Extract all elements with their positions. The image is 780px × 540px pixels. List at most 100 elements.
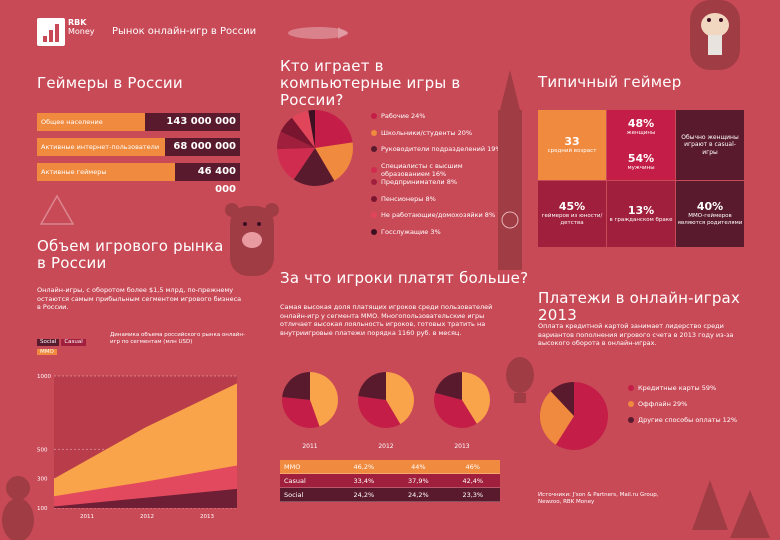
who-legend-item: Специалисты с высшим образованием 16% [371,162,511,178]
trees-icon [692,480,770,538]
table-cell: Casual [280,473,337,488]
legend-dot [371,146,377,152]
year-pie-2012-slice [358,372,386,400]
who-legend-item: Предприниматели 8% [371,178,457,186]
table-cell: 24,2% [336,487,392,502]
tile-women: 48% женщины [607,110,675,145]
x-tick-label: 2011 [80,514,94,520]
payments-legend-item: Оффлайн 29% [628,400,687,408]
year-pie-2011-slice [310,372,338,427]
legend-label: Рабочие 24% [381,112,426,120]
stat-label: Активные интернет-пользователи [37,138,167,156]
samovar-icon [506,357,534,403]
who-pie-slice [293,148,335,186]
market-legend-2: MMO [37,349,57,356]
y-tick-label: 1000 [37,374,51,380]
table-cell: 44% [391,460,446,474]
legend-dot [371,195,377,202]
legend-dot [628,417,634,423]
market-area-chart: 100 300 500 1000 2011 2012 2013 [37,374,237,520]
tile-num: 48% [627,117,655,130]
tile-sub: Обычно женщины играют в casual-игры [681,133,739,156]
payments-legend-item: Кредитные карты 59% [628,384,716,392]
year-pie-charts: 2011 2012 2013 [282,372,490,450]
table-cell: 23,3% [445,487,500,502]
stat-row-population: Общее население 143 000 000 [37,113,240,131]
sources: Источники: J'son & Partners, Mail.ru Gro… [538,492,659,506]
pay-table: MMO 46,2% 44% 46% Casual 33,4% 37,9% 42,… [280,460,500,502]
pay-title: За что игроки платят больше? [280,269,529,287]
sources-line-1: Источники: J'son & Partners, Mail.ru Gro… [538,492,659,498]
logo-text: RBK Money [68,18,95,36]
year-pie-2011-slice [282,372,310,400]
legend-dot [371,179,377,185]
legend-label: Кредитные карты 59% [638,384,717,392]
who-legend-item: Госслужащие 3% [371,228,441,236]
year-pie-2012-slice [358,396,401,428]
table-cell: 37,9% [391,473,446,488]
tile-sub: женщины [626,130,656,136]
who-pie-slice [315,110,353,148]
legend-label: Госслужащие 3% [381,227,441,236]
tile-sub: в гражданском браке [609,216,673,223]
who-pie-chart [277,110,353,186]
payments-text: Оплата кредитной картой занимает лидерст… [538,322,734,347]
year-label: 2013 [454,443,469,450]
legend-dot [371,129,377,136]
logo-line-1: RBK [68,18,87,27]
tile-num: 54% [627,152,655,165]
tile-sub: средний возраст [547,147,597,154]
pay-text: Самая высокая доля платящих игроков сред… [280,303,493,337]
year-pie-2011-slice [282,397,320,428]
tile-parents: 40% MMO-геймеров являются родителями [676,181,744,247]
legend-label: Не работающие/домохозяйки 8% [381,211,496,219]
stat-row-gamers: Активные геймеры 46 400 000 [37,163,240,195]
who-pie-slice [291,110,315,148]
stat-value: 68 000 000 [165,138,240,156]
legend-social: Social [37,339,60,346]
balalaika-icon [39,194,75,225]
market-chart-title: Динамика объема российского рынка онлайн… [110,332,245,345]
rocket-icon [288,27,348,39]
stat-label: Активные геймеры [37,163,177,181]
legend-dot [371,166,377,173]
who-legend-item: Школьники/студенты 20% [371,129,472,137]
payments-pie-chart [540,382,608,450]
table-cell: 24,2% [391,487,446,502]
tile-sub: геймеров из юности/детства [541,213,603,226]
stat-label: Общее население [37,113,147,131]
legend-mmo: MMO [37,349,57,355]
year-label: 2011 [302,443,317,450]
area-series-social [54,488,237,508]
page-title: Рынок онлайн-игр в России [112,26,257,37]
legend-label: Другие способы оплаты 12% [638,416,738,424]
who-pie-slice [315,142,353,181]
stat-value: 46 400 000 [175,163,240,195]
year-pie-2013-slice [434,372,462,400]
typical-title: Типичный геймер [538,73,682,91]
table-cell: 46% [445,460,500,474]
who-pie-slice [308,110,315,148]
who-legend-item: Не работающие/домохозяйки 8% [371,211,495,219]
year-pie-2012-slice [386,372,414,425]
tile-num: 13% [627,203,655,217]
payments-pie-slice [540,391,574,445]
payments-pie-slice [555,382,608,450]
legend-casual: Casual [61,339,86,346]
who-legend-item: Руководители подразделений 19% [371,145,502,153]
x-tick-label: 2013 [200,514,214,520]
table-row: Casual 33,4% 37,9% 42,4% [280,473,500,488]
table-cell: 42,4% [445,473,500,488]
payments-pie-slice [550,382,574,416]
who-pie-slice [277,131,315,150]
tile-sub: MMO-геймеров являются родителями [677,213,743,226]
y-tick-label: 300 [37,477,48,483]
legend-label: Руководители подразделений 19% [381,145,502,153]
logo-line-2: Money [68,27,95,36]
kremlin-tower-icon [498,70,522,270]
table-cell: MMO [280,460,337,474]
tile-civil-marriage: 13% в гражданском браке [607,181,675,247]
legend-dot [371,113,377,119]
legend-dot [628,401,634,407]
table-row: Social 24,2% 24,2% 23,3% [280,487,500,502]
